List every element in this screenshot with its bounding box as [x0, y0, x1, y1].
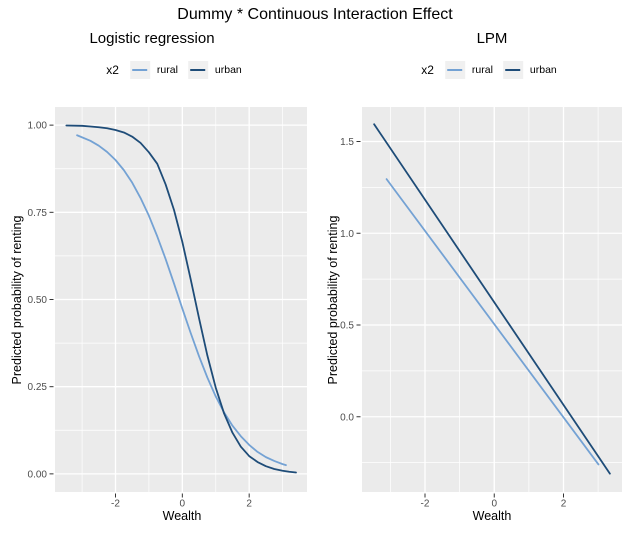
y-tick-label: 0.50 — [28, 295, 48, 306]
rural-line — [76, 134, 287, 467]
legend-label-urban: urban — [529, 64, 557, 76]
legend-key-urban — [187, 61, 208, 79]
y-tick-label: 1.0 — [340, 229, 354, 240]
legend-lpm: x2 rural urban — [421, 61, 557, 79]
y-axis-title-lpm: Predicted probability of renting — [326, 215, 340, 385]
urban-line-swatch — [190, 69, 206, 71]
legend-label-urban: urban — [214, 64, 242, 76]
rural-line — [385, 178, 600, 466]
legend-title: x2 — [421, 63, 434, 77]
panel-title-logistic: Logistic regression — [89, 30, 215, 47]
x-tick-label: 2 — [561, 499, 567, 510]
x-tick-label: -2 — [421, 499, 430, 510]
panel-title-lpm: LPM — [476, 30, 508, 47]
legend-label-rural: rural — [156, 64, 178, 76]
legend-label-rural: rural — [471, 64, 493, 76]
x-axis-title-logistic: Wealth — [162, 509, 202, 523]
rural-line-swatch — [132, 69, 148, 71]
x-axis-title-lpm: Wealth — [472, 509, 512, 523]
legend-logistic: x2 rural urban — [106, 61, 242, 79]
legend-key-urban — [502, 61, 523, 79]
x-tick-label: 2 — [246, 499, 252, 510]
x-tick-label: 0 — [491, 499, 497, 510]
x-tick-label: 0 — [180, 499, 186, 510]
y-tick-label: 1.00 — [28, 121, 48, 132]
rural-line-swatch — [447, 69, 463, 71]
legend-key-rural — [444, 61, 465, 79]
legend-key-rural — [129, 61, 150, 79]
urban-line — [65, 124, 297, 474]
main-title: Dummy * Continuous Interaction Effect — [177, 6, 453, 23]
y-tick-label: 1.5 — [340, 137, 354, 148]
y-tick-label: 0.00 — [28, 469, 48, 480]
y-tick-label: 0.75 — [28, 208, 48, 219]
urban-line-swatch — [505, 69, 521, 71]
y-tick-label: 0.25 — [28, 382, 48, 393]
urban-line — [373, 123, 611, 475]
x-tick-label: -2 — [111, 499, 120, 510]
legend-title: x2 — [106, 63, 119, 77]
y-tick-label: 0.5 — [340, 321, 354, 332]
y-axis-title-logistic: Predicted probability of renting — [10, 215, 24, 385]
y-tick-label: 0.0 — [340, 412, 354, 423]
